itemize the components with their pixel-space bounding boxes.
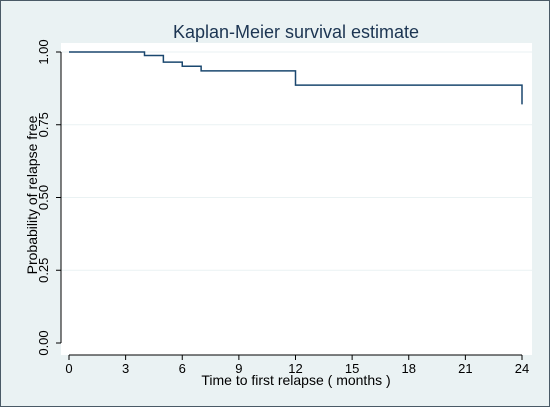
x-tick-label-5: 15: [345, 361, 359, 376]
x-axis-label: Time to first relapse ( months ): [201, 372, 390, 388]
x-tick-label-1: 3: [122, 361, 129, 376]
x-tick-label-2: 6: [179, 361, 186, 376]
y-tick-label-1: 0.25: [36, 258, 51, 283]
x-tick-label-6: 18: [402, 361, 416, 376]
x-tick-label-4: 12: [288, 361, 302, 376]
survival-step-line-0: [69, 51, 523, 105]
y-axis-label: Probability of relapse free: [24, 115, 40, 274]
tick-labels: 0 3 6 9 12 15 18 21 24 0.00 0.25 0.50 0.75 1.00: [36, 39, 529, 376]
y-tick-label-0: 0.00: [36, 330, 51, 355]
x-tick-label-7: 21: [458, 361, 472, 376]
y-tick-label-4: 1.00: [36, 39, 51, 64]
x-tick-label-0: 0: [65, 361, 72, 376]
x-tick-label-8: 24: [515, 361, 529, 376]
chart-title: Kaplan-Meier survival estimate: [173, 22, 419, 42]
series-layer: [69, 51, 523, 105]
y-tick-label-3: 0.75: [36, 112, 51, 137]
axes: [56, 51, 523, 360]
x-tick-label-3: 9: [235, 361, 242, 376]
plot-area: [61, 43, 532, 355]
y-tick-label-2: 0.50: [36, 185, 51, 210]
